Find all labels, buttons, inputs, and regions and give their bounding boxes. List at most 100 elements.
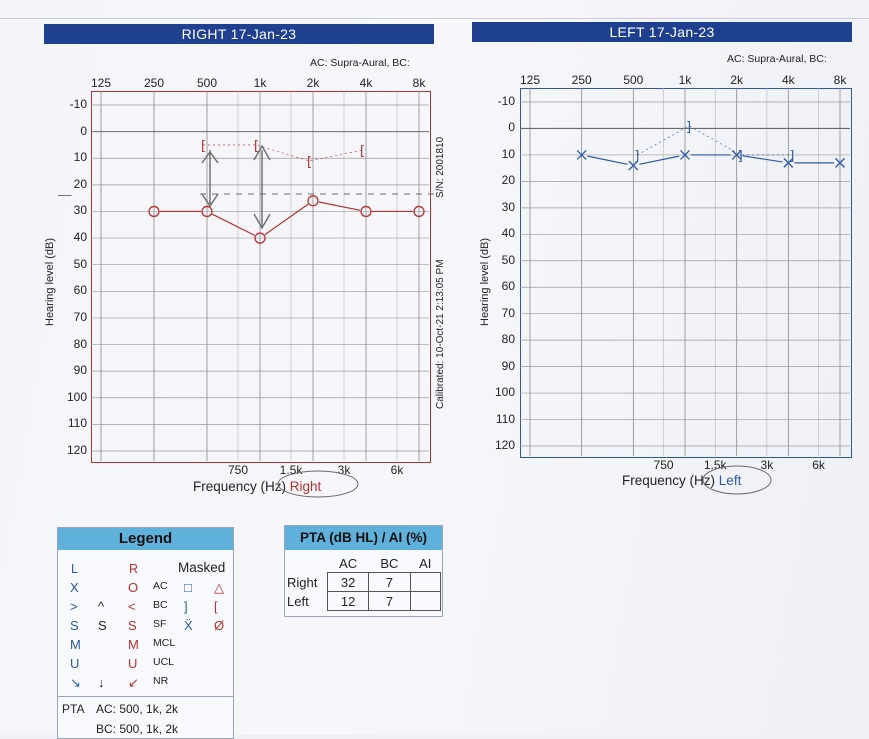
legend-divider: [58, 696, 233, 697]
legend-symbol-label: BC: [153, 599, 168, 611]
left-top-tick-label: 1k: [678, 73, 692, 87]
pta-right-ac: 32: [326, 572, 370, 592]
left-ac-note: AC: Supra-Aural, BC:: [727, 53, 827, 65]
right-ac-note: AC: Supra-Aural, BC:: [310, 57, 410, 69]
legend-left-symbol: >: [70, 599, 78, 614]
pta-row-label: Left: [287, 593, 309, 609]
right-db-tick-label: 110: [67, 416, 87, 431]
left-ear-label: Left: [718, 473, 742, 488]
right-bottom-tick-label: 3k: [337, 463, 351, 477]
right-top-tick-label: 2k: [306, 76, 320, 90]
pta-title: PTA (dB HL) / AI (%): [285, 526, 442, 550]
legend-masked-left-symbol: ]: [184, 599, 188, 614]
pta-table: AC BC AI Right 32 7 Left 12 7: [285, 554, 441, 611]
legend-masked-left-symbol: □: [184, 580, 192, 595]
left-db-tick-label: 80: [501, 332, 515, 347]
left-db-tick-label: 70: [501, 305, 515, 320]
pta-left-ac: 12: [326, 591, 370, 611]
legend-right-symbol: O: [128, 580, 139, 595]
right-serial: S/N: 2001810: [435, 136, 446, 198]
legend-masked-right-symbol: [: [214, 599, 218, 614]
pta-row-label: Right: [287, 574, 318, 590]
legend-col-masked: Masked: [178, 560, 226, 575]
left-db-tick-label: 100: [494, 385, 515, 400]
left-db-tick-label: 120: [494, 438, 515, 452]
right-audiogram-plot: [91, 91, 431, 463]
left-top-tick-label: 500: [623, 73, 644, 87]
left-bottom-tick-label: 1.5k: [703, 458, 727, 472]
legend-right-symbol: S: [128, 618, 137, 633]
left-db-tick-label: 110: [495, 411, 515, 426]
pta-right-bc: 7: [368, 572, 411, 592]
left-bottom-tick-label: 6k: [812, 458, 825, 472]
right-db-tick-label: 50: [73, 256, 87, 271]
pta-row-left: Left 12 7: [285, 591, 441, 611]
pta-box: PTA (dB HL) / AI (%) AC BC AI Right 32 7…: [284, 525, 443, 617]
right-db-tick-label: 100: [66, 389, 87, 404]
left-db-tick-label: 60: [501, 279, 515, 294]
right-top-tick-label: 1k: [253, 76, 267, 90]
legend-pta-bc: BC: 500, 1k, 2k: [96, 722, 179, 736]
legend-left-symbol: X: [70, 580, 79, 595]
left-frequency-prefix: Frequency (Hz): [622, 473, 716, 488]
right-bottom-tick-label: 6k: [390, 463, 404, 477]
right-frequency-prefix: Frequency (Hz): [193, 479, 287, 494]
legend-col-right: R: [129, 562, 139, 576]
left-top-tick-label: 250: [571, 73, 592, 87]
right-bottom-tick-label: 1.5k: [279, 463, 303, 477]
right-db-tick-label: -10: [69, 97, 87, 111]
left-audiogram-plot: [520, 88, 852, 458]
right-db-tick-label: 60: [73, 283, 87, 298]
pta-right-ai: [409, 572, 441, 592]
right-db-tick-label: 40: [73, 230, 87, 245]
left-db-tick-label: 20: [501, 173, 515, 188]
legend-col-left: L: [71, 562, 78, 576]
right-calibrated: Calibrated: 10-Oct-21 2:13:05 PM: [435, 259, 446, 409]
left-db-tick-label: 50: [501, 252, 515, 267]
legend-masked-right-symbol: Ø: [214, 618, 225, 633]
legend-box: Legend L R Masked X O AC □ △ > ^ < BC] [S S S SF Ẍ Ø M M…: [57, 527, 234, 739]
right-top-tick-label: 4k: [359, 76, 373, 90]
legend-right-symbol: ↙: [128, 675, 139, 690]
pta-row-right: Right 32 7: [285, 572, 441, 592]
pta-header-ac: AC: [339, 555, 358, 571]
right-db-tick-label: 70: [73, 309, 87, 324]
right-db-tick-label: 80: [73, 336, 87, 351]
left-ear-banner: LEFT 17-Jan-23: [472, 22, 852, 42]
legend-left2-symbol: ^: [98, 599, 105, 614]
legend-left-symbol: U: [70, 656, 80, 671]
legend-right-symbol: U: [128, 656, 138, 671]
right-frequency-title: Frequency (Hz) Right: [193, 479, 321, 494]
right-db-tick-label: 0: [80, 123, 87, 138]
right-pencil-mark: —: [58, 187, 72, 202]
right-db-tick-label: 30: [73, 203, 87, 218]
legend-left2-symbol: S: [98, 618, 107, 633]
legend-left2-symbol: ↓: [98, 675, 105, 690]
legend-pta-label: PTA: [62, 702, 85, 716]
legend-right-symbol: M: [128, 637, 139, 652]
right-ear-label: Right: [289, 479, 322, 494]
left-db-tick-label: 30: [501, 199, 515, 214]
left-db-tick-label: -10: [497, 94, 515, 108]
pta-left-bc: 7: [368, 591, 411, 611]
right-db-tick-label: 90: [73, 363, 87, 378]
right-bottom-tick-label: 750: [227, 463, 249, 477]
right-db-tick-label: 120: [66, 443, 87, 457]
left-db-tick-label: 90: [501, 358, 515, 373]
left-bottom-tick-label: 3k: [760, 458, 774, 472]
right-top-tick-label: 8k: [412, 76, 426, 90]
left-frequency-title: Frequency (Hz) Left: [622, 473, 741, 488]
pta-left-ai: [409, 591, 441, 611]
left-top-tick-label: 2k: [730, 73, 743, 87]
left-bottom-tick-label: 750: [653, 458, 674, 472]
legend-symbol-label: NR: [153, 675, 169, 687]
legend-symbol-label: SF: [153, 618, 167, 630]
right-top-tick-label: 125: [90, 76, 112, 90]
right-db-tick-label: 10: [73, 150, 87, 165]
left-top-tick-label: 4k: [781, 73, 795, 87]
pta-header-row: AC BC AI: [285, 554, 441, 573]
pta-header-bc: BC: [380, 555, 399, 571]
legend-masked-right-symbol: △: [214, 580, 224, 595]
legend-symbol-label: AC: [153, 580, 168, 592]
legend-left-symbol: ↘: [70, 675, 81, 690]
